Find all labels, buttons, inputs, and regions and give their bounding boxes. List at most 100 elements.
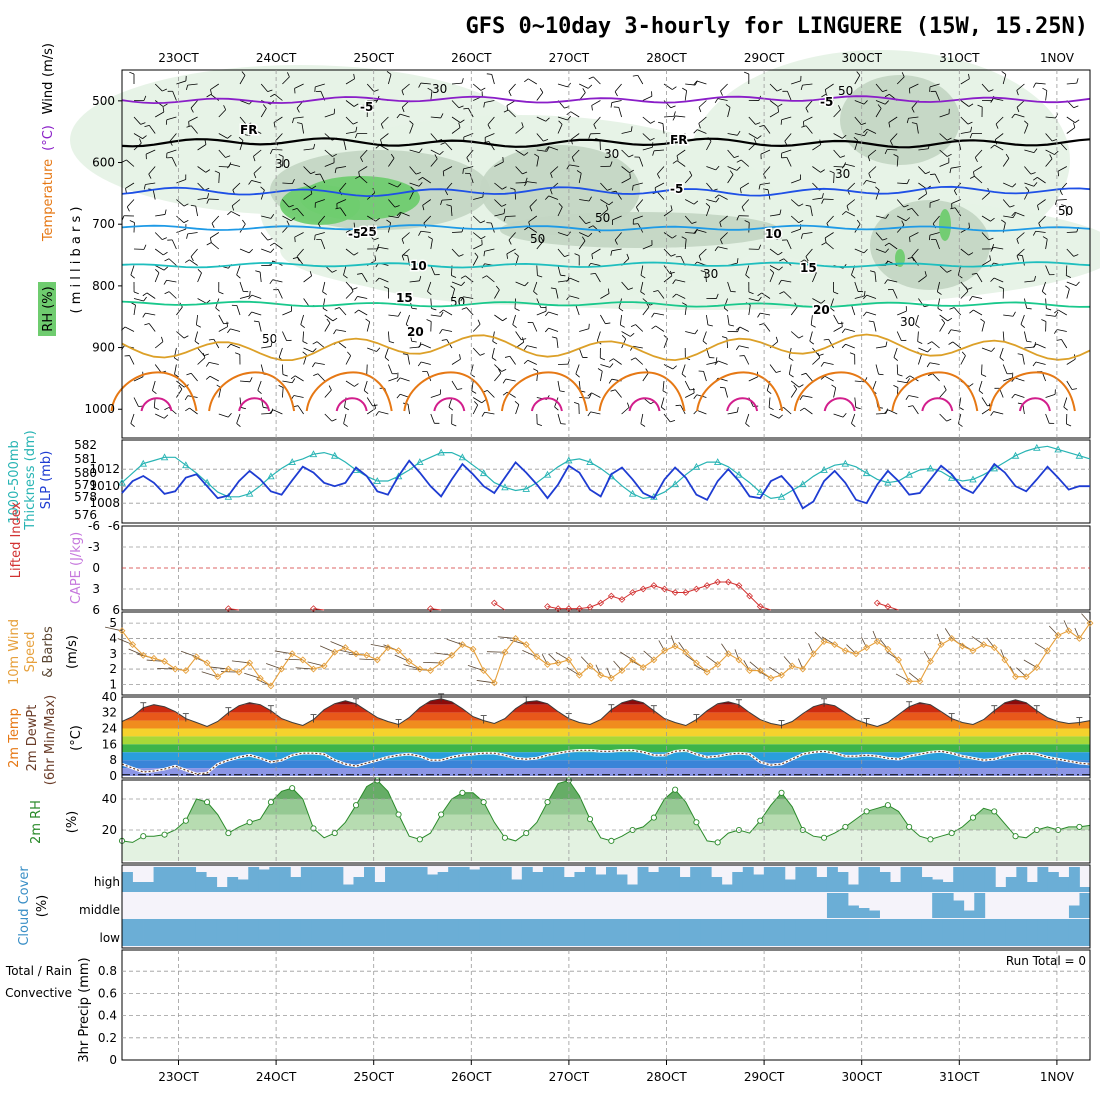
wind-barb <box>726 337 728 349</box>
cloud-bar-high <box>658 867 670 892</box>
isotherm-30-loop <box>988 371 1076 412</box>
wind-barb <box>888 116 898 123</box>
wind-barb <box>892 289 898 299</box>
ylabel-cloud-cover: Cloud Cover <box>17 866 32 946</box>
wind-barb <box>745 265 750 276</box>
lifted-index-point <box>544 603 551 610</box>
wind-barb <box>939 133 948 141</box>
wind-barb <box>1045 133 1053 142</box>
wind-barb <box>578 240 586 250</box>
wind-barb-feather <box>675 404 681 407</box>
wind-barb <box>1003 215 1014 219</box>
wind-barb-feather <box>365 318 370 323</box>
wind-barb-feather <box>1057 171 1060 177</box>
wind-barb-feather <box>607 188 612 191</box>
wind-barb-feather <box>402 353 408 356</box>
wind10m-point <box>469 645 477 653</box>
wind-barb <box>705 272 707 283</box>
wind-barb-feather <box>820 299 826 304</box>
wind-barb-feather <box>636 206 640 212</box>
isotherm-35-loop <box>628 397 661 412</box>
wind-barb-feather <box>937 291 942 295</box>
wind10m-point <box>724 650 732 658</box>
wind-barb <box>239 133 250 137</box>
wind-barb-feather <box>322 308 328 312</box>
wind-barb <box>231 199 241 207</box>
wind-barb <box>359 176 368 184</box>
wind-barb <box>466 307 474 316</box>
wind-barb-feather <box>357 273 363 275</box>
wind-barb <box>451 231 463 233</box>
wind-barb-feather <box>950 207 956 210</box>
lifted-index-point <box>682 589 690 596</box>
wind-barb-feather <box>376 244 380 250</box>
wind-barb <box>129 355 135 365</box>
wind-barb <box>430 265 436 275</box>
wind-barb <box>706 166 716 171</box>
wind-barb-feather <box>587 84 593 89</box>
lifted-index-point <box>693 585 700 593</box>
wind-barb-feather <box>431 308 437 311</box>
wind10m-point <box>788 662 796 670</box>
wind-barb-feather <box>820 362 825 367</box>
isotherm-label: -5 <box>348 227 361 241</box>
cloud-bar-low <box>216 919 228 946</box>
wind10m-point <box>958 642 966 650</box>
wind-barb-feather <box>290 217 296 222</box>
wind-barb <box>824 232 834 239</box>
wind-barb <box>443 309 453 316</box>
wind-barb <box>958 397 962 408</box>
cloud-bar-low <box>984 919 996 946</box>
wind-barb <box>915 314 919 325</box>
thickness-tick-label: 576 <box>74 508 97 522</box>
wind-barb-feather <box>354 296 358 301</box>
cloud-level-label: low <box>100 931 121 945</box>
wind-barb <box>579 199 590 202</box>
thickness-point <box>820 466 828 473</box>
wind-barb <box>444 142 453 151</box>
thickness-point <box>905 470 913 478</box>
wind-barb-feather <box>162 88 168 92</box>
wind-barb-feather <box>777 106 780 113</box>
rh2m-tick-label: 20 <box>102 823 117 837</box>
li-tick-label: 6 <box>92 603 100 617</box>
wind-barb <box>676 160 686 167</box>
wind-barb <box>973 309 983 316</box>
wind-barb-feather <box>855 407 861 410</box>
wind-barb-feather <box>757 292 762 297</box>
wind-barb-feather <box>897 374 903 377</box>
wind-barb <box>872 380 877 391</box>
wind-barb <box>1024 166 1032 175</box>
wind-barb <box>642 95 653 101</box>
cloud-bar-high <box>869 867 880 892</box>
wind-barb-feather <box>729 170 734 175</box>
wind-barb-feather <box>523 345 528 350</box>
wind-barb <box>1057 166 1067 172</box>
date-tick-bottom: 28OCT <box>646 1070 687 1084</box>
wind-barb <box>803 116 813 122</box>
wind-barb-feather <box>927 373 933 377</box>
wind10m-point <box>1086 619 1094 627</box>
wind-barb <box>833 387 837 398</box>
wind-barb <box>557 248 565 257</box>
wind-barb <box>810 206 813 217</box>
wind-barb <box>932 215 940 224</box>
wind-barb <box>781 116 792 121</box>
wind-barb-feather <box>958 423 963 427</box>
wind10m-barb <box>936 633 942 645</box>
slp-thickness-panel: 5765785795805815821008101010121000-500mb… <box>7 430 1091 531</box>
ylabel-barbs: & Barbs <box>41 626 56 678</box>
wind-barb-feather <box>588 76 594 80</box>
wind-barb-feather <box>779 258 784 262</box>
wind-barb-feather <box>419 275 422 281</box>
wind-barb <box>897 215 907 222</box>
wind-barb <box>1002 331 1005 342</box>
wind-barb <box>760 182 771 185</box>
wind-barb-feather <box>312 348 317 353</box>
wind-barb-feather <box>524 281 529 287</box>
wind-barb <box>769 214 780 217</box>
wind-barb <box>887 409 898 415</box>
rh-contour-label: 50 <box>1058 204 1073 218</box>
wind-barb-feather <box>214 170 220 174</box>
